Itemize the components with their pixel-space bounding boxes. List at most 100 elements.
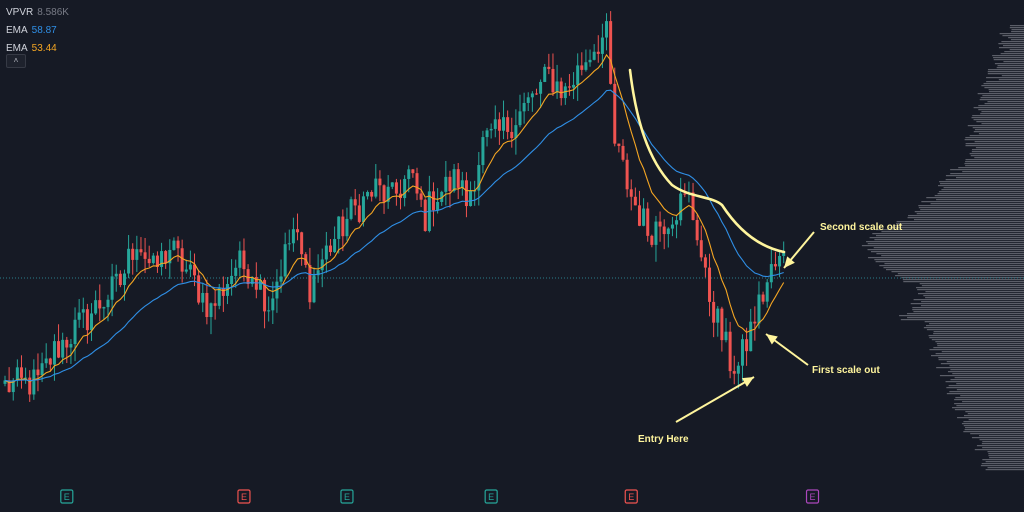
candle: [539, 79, 543, 109]
volume-profile-bar: [950, 173, 1024, 175]
volume-profile-bar: [876, 229, 1024, 231]
earnings-marker[interactable]: E: [237, 489, 251, 504]
annotation-label: Entry Here: [638, 434, 689, 445]
volume-profile-bar: [876, 253, 1024, 255]
volume-profile-bar: [874, 239, 1024, 241]
candle: [242, 238, 246, 282]
volume-profile-bar: [1009, 25, 1024, 27]
candle: [77, 299, 81, 328]
volume-profile-bar: [884, 263, 1024, 265]
volume-profile-bar: [971, 149, 1024, 151]
volume-profile-bar: [979, 439, 1024, 441]
candle: [221, 276, 225, 312]
candle: [15, 359, 19, 387]
volume-profile-bar: [970, 433, 1024, 435]
earnings-icon: E: [628, 492, 634, 502]
volume-profile-bar: [928, 335, 1024, 337]
candle: [19, 355, 23, 389]
volume-profile-bar: [983, 83, 1024, 85]
volume-profile-bar: [994, 63, 1024, 65]
annotation-arrow-line: [675, 376, 755, 423]
volume-profile-bar: [916, 213, 1024, 215]
volume-profile-bar: [996, 67, 1024, 69]
volume-profile-bar: [926, 197, 1024, 199]
candle: [160, 242, 164, 276]
legend-ema-fast[interactable]: EMA 58.87: [6, 22, 69, 40]
volume-profile-bar: [912, 309, 1024, 311]
candle: [720, 306, 724, 352]
volume-profile-bar: [881, 255, 1024, 257]
ema-slow-label: EMA: [6, 43, 28, 54]
candle: [102, 306, 106, 320]
collapse-legend-button[interactable]: ˄: [6, 54, 26, 68]
volume-profile-bar: [989, 457, 1024, 459]
volume-profile-bar: [954, 409, 1024, 411]
volume-profile-bar: [974, 141, 1024, 143]
volume-profile-bar: [946, 387, 1024, 389]
candle: [534, 88, 538, 95]
volume-profile-bar: [977, 93, 1024, 95]
volume-profile-bar: [913, 299, 1024, 301]
candle: [592, 44, 596, 61]
volume-profile-bar: [1008, 37, 1024, 39]
candle: [114, 264, 118, 292]
candle: [407, 165, 411, 193]
volume-profile-bar: [867, 243, 1024, 245]
volume-profile-bar: [943, 187, 1024, 189]
ema-slow-value: 53.44: [31, 43, 57, 54]
volume-profile-bar: [929, 323, 1024, 325]
candle: [724, 318, 728, 343]
volume-profile-bar: [881, 231, 1024, 233]
candle: [403, 175, 407, 207]
volume-profile-bar: [987, 71, 1024, 73]
candle: [716, 306, 720, 337]
volume-profile-bar: [895, 275, 1024, 277]
volume-profile-bar: [1009, 27, 1024, 29]
earnings-marker[interactable]: E: [340, 489, 354, 504]
earnings-icon: E: [64, 492, 70, 502]
legend-ema-slow[interactable]: EMA 53.44: [6, 40, 69, 58]
candle: [646, 202, 650, 242]
candle: [81, 297, 85, 329]
earnings-marker[interactable]: E: [60, 489, 74, 504]
candle: [271, 281, 275, 324]
candle: [139, 237, 143, 256]
volume-profile-bar: [982, 441, 1024, 443]
candle: [349, 196, 353, 221]
volume-profile-bar: [933, 333, 1024, 335]
candle: [275, 269, 279, 313]
earnings-marker[interactable]: E: [624, 489, 638, 504]
candle: [691, 182, 695, 221]
candle: [357, 194, 361, 224]
volume-profile-bar: [933, 331, 1024, 333]
candle: [382, 184, 386, 214]
candle: [110, 263, 114, 317]
volume-profile-bar: [936, 343, 1024, 345]
volume-profile-bar: [965, 137, 1024, 139]
volume-profile-bar: [982, 459, 1024, 461]
earnings-marker[interactable]: E: [484, 489, 498, 504]
volume-profile-bar: [897, 273, 1024, 275]
candle: [246, 264, 250, 289]
volume-profile-bar: [903, 281, 1024, 283]
candle: [151, 252, 155, 265]
volume-profile-bar: [939, 375, 1024, 377]
volume-profile-bar: [955, 177, 1024, 179]
volume-profile-bar: [998, 47, 1024, 49]
earnings-icon: E: [810, 492, 816, 502]
candle: [52, 334, 56, 381]
volume-profile-bar: [984, 87, 1024, 89]
volume-profile-bar: [938, 359, 1024, 361]
earnings-marker[interactable]: E: [805, 489, 820, 504]
volume-profile-bar: [899, 315, 1024, 317]
volume-profile-bar: [931, 355, 1024, 357]
legend-vpvr[interactable]: VPVR 8.586K: [6, 4, 69, 22]
candle: [312, 267, 316, 304]
candle: [621, 139, 625, 162]
volume-profile-bar: [980, 97, 1024, 99]
annotation-label: Second scale out: [820, 222, 903, 233]
volume-profile-bar: [993, 59, 1024, 61]
volume-profile-bar: [963, 431, 1024, 433]
